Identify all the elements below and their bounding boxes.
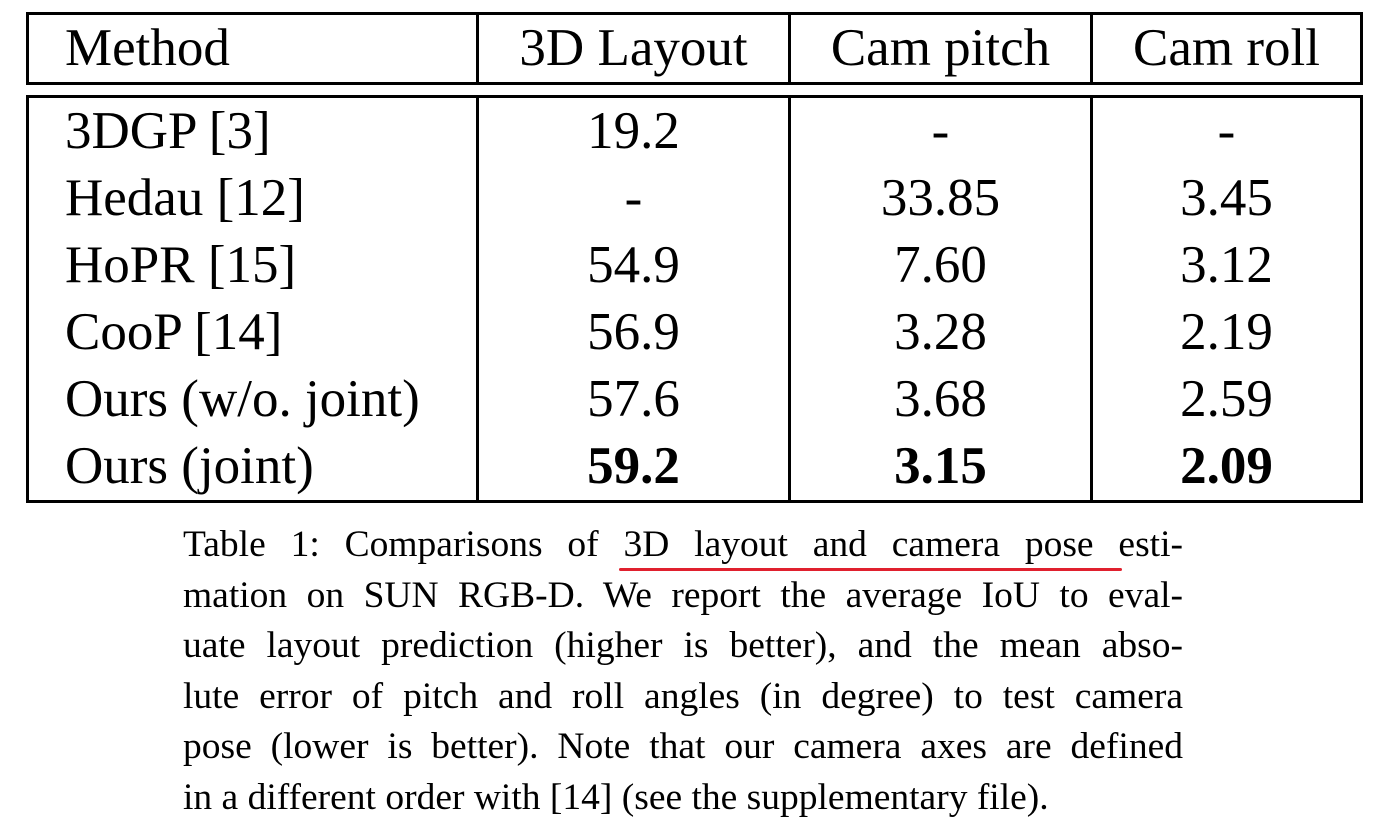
caption-text: esti-: [1093, 524, 1183, 565]
row-layout-value: -: [476, 165, 791, 232]
row-roll-value: 3.45: [1090, 165, 1363, 232]
row-method: CooP [14]: [26, 299, 479, 366]
row-layout-value: 57.6: [476, 366, 791, 433]
row-roll-value: 3.12: [1090, 232, 1363, 299]
row-layout-value: 54.9: [476, 232, 791, 299]
caption-highlight-text: 3D layout and camera pose: [623, 524, 1094, 565]
caption-line-3: uate layout prediction (higher is better…: [183, 625, 1183, 667]
table-caption: Table 1: Comparisons of 3D layout and ca…: [183, 520, 1183, 824]
table-row-best: Ours (joint) 59.2 3.15 2.09: [26, 433, 1363, 503]
row-layout-value-best: 59.2: [476, 433, 791, 503]
table-header-row: Method 3D Layout Cam pitch Cam roll: [26, 12, 1363, 85]
results-table: Method 3D Layout Cam pitch Cam roll 3DGP…: [26, 12, 1363, 503]
row-roll-value: 2.59: [1090, 366, 1363, 433]
table-row: CooP [14] 56.9 3.28 2.19: [26, 299, 1363, 366]
row-pitch-value-best: 3.15: [788, 433, 1093, 503]
table-row: HoPR [15] 54.9 7.60 3.12: [26, 232, 1363, 299]
header-method: Method: [26, 12, 479, 85]
caption-line-5: pose (lower is better). Note that our ca…: [183, 726, 1183, 768]
row-pitch-value: 3.28: [788, 299, 1093, 366]
caption-highlight: 3D layout and camera pose: [619, 524, 1122, 571]
header-cam-roll: Cam roll: [1090, 12, 1363, 85]
header-cam-pitch: Cam pitch: [788, 12, 1093, 85]
row-layout-value: 56.9: [476, 299, 791, 366]
caption-line-2: mation on SUN RGB-D. We report the avera…: [183, 574, 1183, 616]
table-row: Ours (w/o. joint) 57.6 3.68 2.59: [26, 366, 1363, 433]
row-pitch-value: 7.60: [788, 232, 1093, 299]
caption-line-4: lute error of pitch and roll angles (in …: [183, 675, 1183, 717]
row-pitch-value: 3.68: [788, 366, 1093, 433]
row-pitch-value: -: [788, 95, 1093, 165]
caption-line-1: Table 1: Comparisons of 3D layout and ca…: [183, 520, 1183, 571]
row-method: Hedau [12]: [26, 165, 479, 232]
header-3d-layout: 3D Layout: [476, 12, 791, 85]
row-layout-value: 19.2: [476, 95, 791, 165]
table-row: 3DGP [3] 19.2 - -: [26, 95, 1363, 165]
header-gap: [28, 84, 1362, 97]
row-roll-value: -: [1090, 95, 1363, 165]
caption-text: Table 1: Comparisons of: [183, 524, 624, 565]
row-roll-value-best: 2.09: [1090, 433, 1363, 503]
highlight-underline: [619, 568, 1122, 571]
row-method: Ours (joint): [26, 433, 479, 503]
row-method: 3DGP [3]: [26, 95, 479, 165]
results-table-container: Method 3D Layout Cam pitch Cam roll 3DGP…: [26, 12, 1363, 503]
row-pitch-value: 33.85: [788, 165, 1093, 232]
row-method: HoPR [15]: [26, 232, 479, 299]
caption-line-6: in a different order with [14] (see the …: [183, 776, 1049, 818]
row-method: Ours (w/o. joint): [26, 366, 479, 433]
table-row: Hedau [12] - 33.85 3.45: [26, 165, 1363, 232]
row-roll-value: 2.19: [1090, 299, 1363, 366]
